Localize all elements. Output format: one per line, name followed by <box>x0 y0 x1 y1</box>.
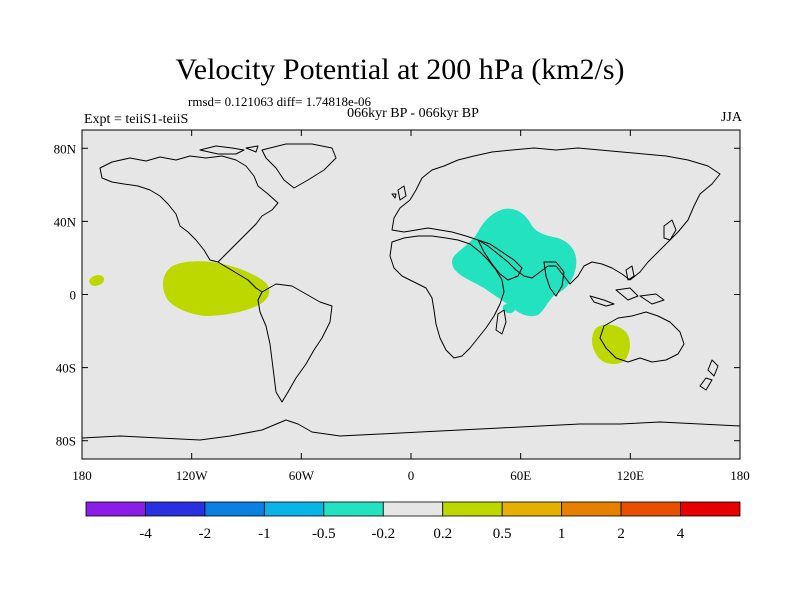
colorbar-box <box>263 501 325 517</box>
coastline-uk <box>391 185 407 201</box>
axis-labels: 80N 40N 0 40S 80S 180 120W 60W 0 60E 120E 180 <box>54 141 750 483</box>
coastline-north-america <box>99 155 279 263</box>
rmsd-diff-stats: rmsd= 0.121063 diff= 1.74818e-06 <box>188 94 372 109</box>
anomaly-region-tiny-pacific-west <box>89 275 105 286</box>
colorbar-label: -2 <box>199 526 212 542</box>
colorbar-boxes <box>85 501 741 517</box>
colorbar-box <box>85 501 146 517</box>
coastline-new-zealand <box>699 359 719 391</box>
lon-tick-label: 60W <box>289 468 315 483</box>
lat-tick-label: 80S <box>56 434 76 449</box>
lat-tick-label: 40N <box>54 214 77 229</box>
coastlines <box>82 143 740 441</box>
coastline-australia <box>599 311 685 363</box>
coastline-central-america <box>217 261 263 293</box>
colorbar-label: 2 <box>617 526 625 542</box>
coastline-africa <box>389 235 505 359</box>
colorbar-label: 0.5 <box>493 526 512 542</box>
coastline-south-america <box>257 283 333 403</box>
season-label: JJA <box>720 110 742 125</box>
colorbar-box <box>561 501 622 517</box>
colorbar-label: 0.2 <box>433 526 452 542</box>
lat-tick-label: 80N <box>54 141 77 156</box>
anomaly-region-middle-east-africa <box>452 208 577 317</box>
lon-tick-label: 60E <box>510 468 531 483</box>
colorbar-labels: -4 -2 -1 -0.5 -0.2 0.2 0.5 1 2 4 <box>139 526 685 542</box>
lat-tick-label: 40S <box>56 361 76 376</box>
coastline-arctic-islands <box>199 145 259 155</box>
colorbar-box <box>680 501 741 517</box>
colorbar-box <box>382 501 444 517</box>
colorbar-box <box>145 501 206 517</box>
colorbar-label: -1 <box>258 526 271 542</box>
coastline-greenland <box>261 143 337 189</box>
colorbar-box <box>442 501 503 517</box>
coastline-antarctica <box>82 419 740 441</box>
lon-tick-label: 180 <box>730 468 750 483</box>
anomaly-region-small-cyan <box>502 303 516 314</box>
period-label: 066kyr BP - 066kyr BP <box>347 106 479 121</box>
coastline-japan <box>663 219 677 241</box>
colorbar-label: 4 <box>677 526 685 542</box>
coastline-eurasia <box>391 147 721 285</box>
colorbar-label: 1 <box>558 526 566 542</box>
lon-tick-label: 120E <box>617 468 645 483</box>
coastline-india <box>543 261 565 297</box>
colorbar-label: -4 <box>139 526 152 542</box>
lon-tick-label: 180 <box>72 468 92 483</box>
colorbar: -4 -2 -1 -0.5 -0.2 0.2 0.5 1 2 4 <box>85 501 741 542</box>
colorbar-box <box>323 501 384 517</box>
lon-tick-label: 120W <box>176 468 209 483</box>
coastline-madagascar <box>495 309 507 335</box>
colorbar-box <box>620 501 681 517</box>
coastline-se-asia-islands <box>589 265 665 307</box>
colorbar-box <box>501 501 563 517</box>
anomaly-region-central-east-pacific <box>162 261 270 316</box>
lon-tick-label: 0 <box>408 468 415 483</box>
coastline-arabia <box>477 239 523 281</box>
plot-title: Velocity Potential at 200 hPa (km2/s) <box>175 53 625 86</box>
experiment-label: Expt = teiiS1-teiiS <box>84 112 189 127</box>
colorbar-label: -0.2 <box>371 526 395 542</box>
colorbar-box <box>204 501 265 517</box>
axis-ticks <box>81 130 741 459</box>
lat-tick-label: 0 <box>70 288 77 303</box>
colorbar-label: -0.5 <box>312 526 336 542</box>
